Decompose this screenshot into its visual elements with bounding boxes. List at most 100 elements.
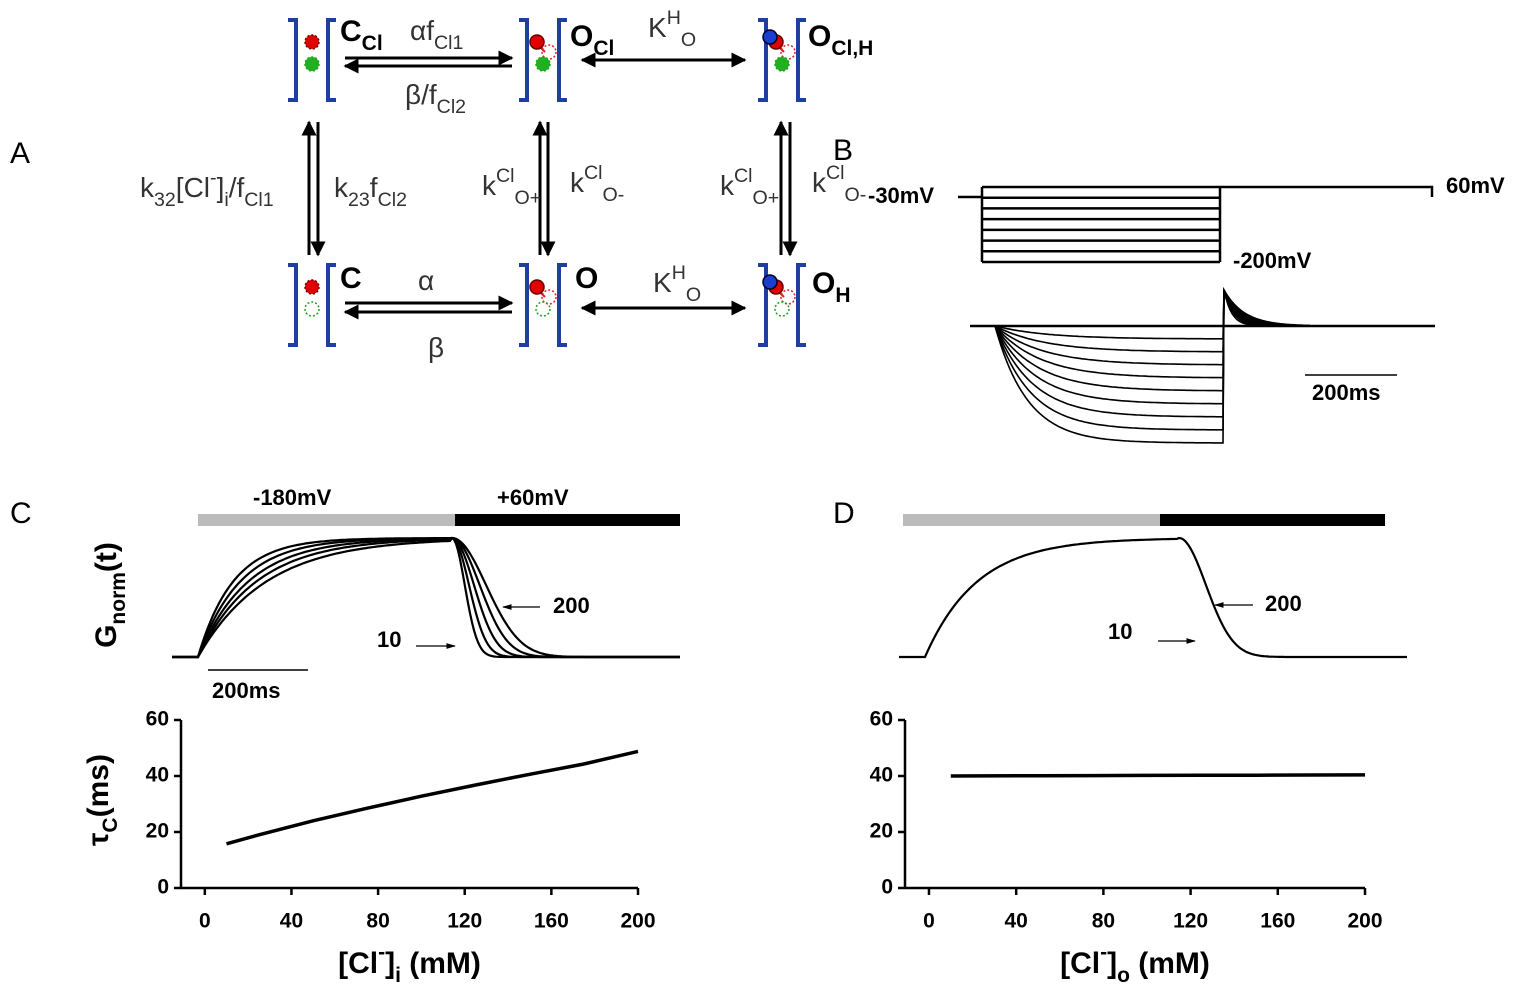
conductance-trace [172, 536, 680, 659]
text-part: ] [385, 947, 395, 980]
rate-label: αfCl1 [410, 15, 463, 54]
x-tick-label: 80 [1092, 910, 1115, 933]
y-tick-label: 60 [870, 708, 893, 731]
channel-wall [557, 18, 567, 102]
panel-label: C [10, 497, 32, 530]
text-part: k [570, 167, 585, 198]
voltage-label: -200mV [1233, 248, 1312, 273]
rate-label: β [428, 332, 444, 363]
binding-site [541, 289, 557, 305]
text-part: [Cl [338, 947, 378, 980]
channel-icon [519, 263, 567, 347]
text-part: G [90, 625, 123, 648]
prepulse-bar [903, 514, 1160, 526]
subscript: Cl2 [378, 189, 407, 211]
rate-label: KHO [653, 262, 701, 306]
subscript: o [1117, 964, 1130, 987]
binding-site [762, 274, 778, 290]
text-part: O [570, 20, 593, 53]
subscript: O [681, 29, 696, 51]
subscript: O [686, 284, 701, 306]
text-part: K [648, 12, 667, 43]
superscript: Cl [496, 165, 515, 187]
binding-site [780, 44, 796, 60]
x-tick-label: 200 [620, 910, 655, 933]
rate-label: kClO- [812, 162, 866, 206]
y-tick-label: 0 [881, 876, 893, 899]
y-tick-label: 20 [870, 820, 893, 843]
text-part: C [340, 262, 362, 295]
text-part: α [418, 265, 434, 296]
voltage-label: +60mV [497, 485, 569, 510]
rate-label: kClO+ [482, 165, 541, 209]
rate-label: k23fCl2 [334, 172, 407, 211]
current-trace [994, 289, 1310, 392]
subscript: O- [845, 184, 867, 206]
text-part: /f [229, 172, 245, 203]
current-traces [970, 286, 1435, 444]
annotation: 200 [1265, 591, 1302, 616]
current-trace [994, 287, 1311, 444]
axis-title: [Cl-]o (mM) [1060, 941, 1210, 987]
current-trace [994, 289, 1311, 405]
conductance-trace [899, 536, 1407, 659]
superscript: - [378, 941, 385, 964]
text-part: k [720, 170, 735, 201]
text-part: O [808, 20, 831, 53]
binding-site [535, 301, 551, 317]
x-tick-label: 40 [280, 910, 303, 933]
annotation: 200 [553, 593, 590, 618]
y-tick-label: 40 [146, 764, 169, 787]
channel-wall [796, 263, 806, 347]
current-trace [994, 289, 1310, 366]
scale-bar-label: 200ms [1312, 380, 1381, 405]
text-part: β [428, 332, 444, 363]
channel-wall [796, 18, 806, 102]
text-part: k [334, 172, 349, 203]
binding-site [535, 56, 551, 72]
prepulse-bar [198, 514, 455, 526]
current-trace [994, 289, 1311, 418]
binding-site [529, 279, 545, 295]
rate-label: KHO [648, 7, 696, 51]
text-part: k [140, 172, 155, 203]
rate-label: α [418, 265, 434, 296]
text-part: C [340, 15, 362, 48]
x-tick-label: 80 [366, 910, 389, 933]
subscript: C [99, 817, 122, 832]
binding-site [529, 34, 545, 50]
channel-wall [758, 18, 768, 102]
voltage-label: -30mV [868, 183, 934, 208]
channel-icon [519, 18, 567, 102]
data-line [950, 773, 1366, 778]
rate-label: kClO- [570, 162, 624, 206]
axis-title: Gnorm(t) [90, 542, 130, 648]
conductance-trace [172, 536, 680, 659]
channel-icon [758, 263, 806, 347]
protocol-line [958, 185, 1434, 199]
text-part: (ms) [82, 754, 115, 817]
text-part: f [370, 172, 378, 203]
channel-wall [326, 18, 336, 102]
text-part: [Cl [1060, 947, 1100, 980]
superscript: H [672, 262, 686, 284]
superscript: - [1100, 941, 1107, 964]
channel-wall [288, 263, 298, 347]
rate-label: β/fCl2 [405, 79, 466, 118]
x-tick-label: 0 [199, 910, 211, 933]
state-label: OCl [570, 20, 614, 60]
text-part: (t) [90, 542, 123, 572]
text-part: ] [1107, 947, 1117, 980]
subscript: O+ [515, 187, 542, 209]
binding-site [304, 279, 320, 295]
subscript: Cl1 [434, 32, 463, 54]
superscript: Cl [734, 165, 753, 187]
conductance-traces [172, 536, 680, 659]
rate-label: k32[Cl-]i/fCl1 [140, 167, 274, 211]
text-part: (mM) [401, 947, 481, 980]
voltage-label: -180mV [253, 485, 332, 510]
subscript: Cl1 [244, 189, 273, 211]
superscript: H [667, 7, 681, 29]
